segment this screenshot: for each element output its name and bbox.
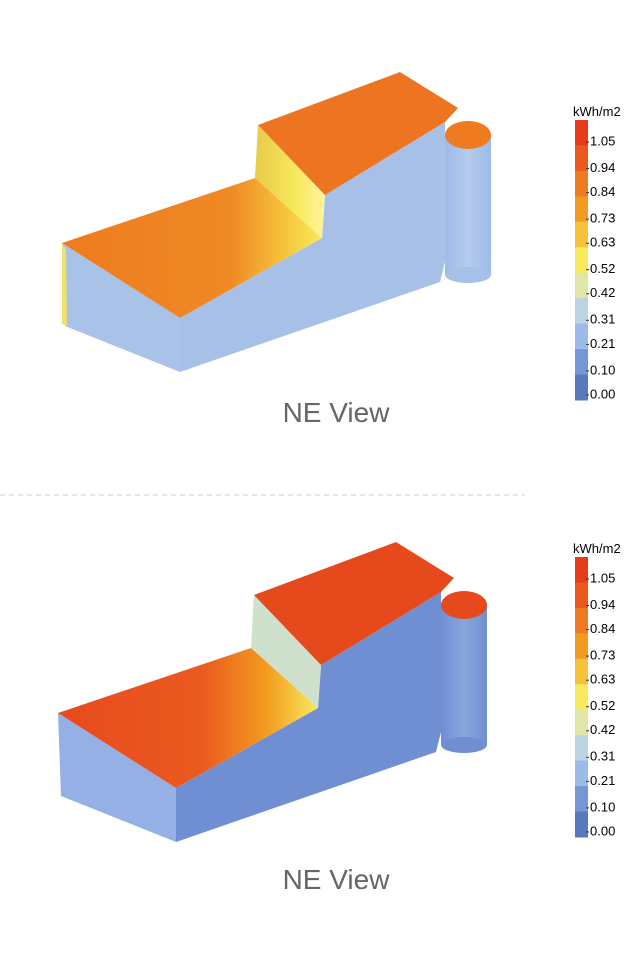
tick-label: 0.52 [590, 261, 615, 276]
color-block [575, 633, 588, 660]
color-block [575, 349, 588, 376]
color-block [575, 684, 588, 711]
wall [176, 592, 441, 842]
wall [58, 713, 176, 842]
legend-unit: kWh/m2 [573, 541, 621, 556]
color-block [575, 196, 588, 223]
cylinder-top [441, 591, 487, 619]
tick-label: 1.05 [590, 133, 615, 148]
tick-label: 0.00 [590, 823, 615, 838]
color-block [575, 582, 588, 609]
wall [62, 243, 180, 372]
color-block [575, 298, 588, 325]
color-block [575, 735, 588, 762]
color-block [575, 221, 588, 248]
color-block [575, 145, 588, 172]
tick-label: 0.31 [590, 312, 615, 327]
wall-edge [62, 243, 67, 326]
roof [58, 648, 318, 788]
color-block [575, 760, 588, 787]
tick-label: 0.10 [590, 799, 615, 814]
tick-label: 0.84 [590, 184, 615, 199]
tick-label: 1.05 [590, 570, 615, 585]
tick-label: 0.94 [590, 160, 615, 175]
color-block [575, 323, 588, 350]
tick-label: 0.63 [590, 235, 615, 250]
tick-label: 0.63 [590, 672, 615, 687]
building-render [62, 72, 491, 372]
wall [180, 122, 445, 372]
color-block [575, 247, 588, 274]
tick-label: 0.42 [590, 285, 615, 300]
color-block [575, 786, 588, 813]
tick-label: 0.21 [590, 336, 615, 351]
color-block [575, 709, 588, 736]
color-block [575, 607, 588, 634]
step-wall [251, 595, 321, 708]
cylinder-base [441, 737, 487, 753]
tick-label: 0.00 [590, 386, 615, 401]
cylinder [441, 605, 487, 745]
color-block [575, 272, 588, 299]
tick-label: 0.73 [590, 211, 615, 226]
legend-unit: kWh/m2 [573, 104, 621, 119]
roof [254, 542, 454, 665]
roof [258, 72, 458, 195]
tick-label: 0.42 [590, 722, 615, 737]
tick-label: 0.73 [590, 648, 615, 663]
caption: NE View [283, 397, 391, 428]
color-block [575, 557, 588, 583]
color-block [575, 120, 588, 146]
tick-label: 0.10 [590, 362, 615, 377]
tick-label: 0.52 [590, 698, 615, 713]
caption: NE View [283, 864, 391, 895]
cylinder-top [445, 121, 491, 149]
color-block [575, 170, 588, 197]
tick-label: 0.94 [590, 597, 615, 612]
tick-label: 0.31 [590, 749, 615, 764]
color-block [575, 658, 588, 685]
cylinder-base [445, 267, 491, 283]
roof [62, 178, 322, 318]
tick-label: 0.84 [590, 621, 615, 636]
cylinder [445, 135, 491, 275]
color-block [575, 811, 588, 838]
tick-label: 0.21 [590, 773, 615, 788]
color-block [575, 374, 588, 401]
building-render [58, 542, 487, 842]
step-wall [255, 125, 325, 238]
